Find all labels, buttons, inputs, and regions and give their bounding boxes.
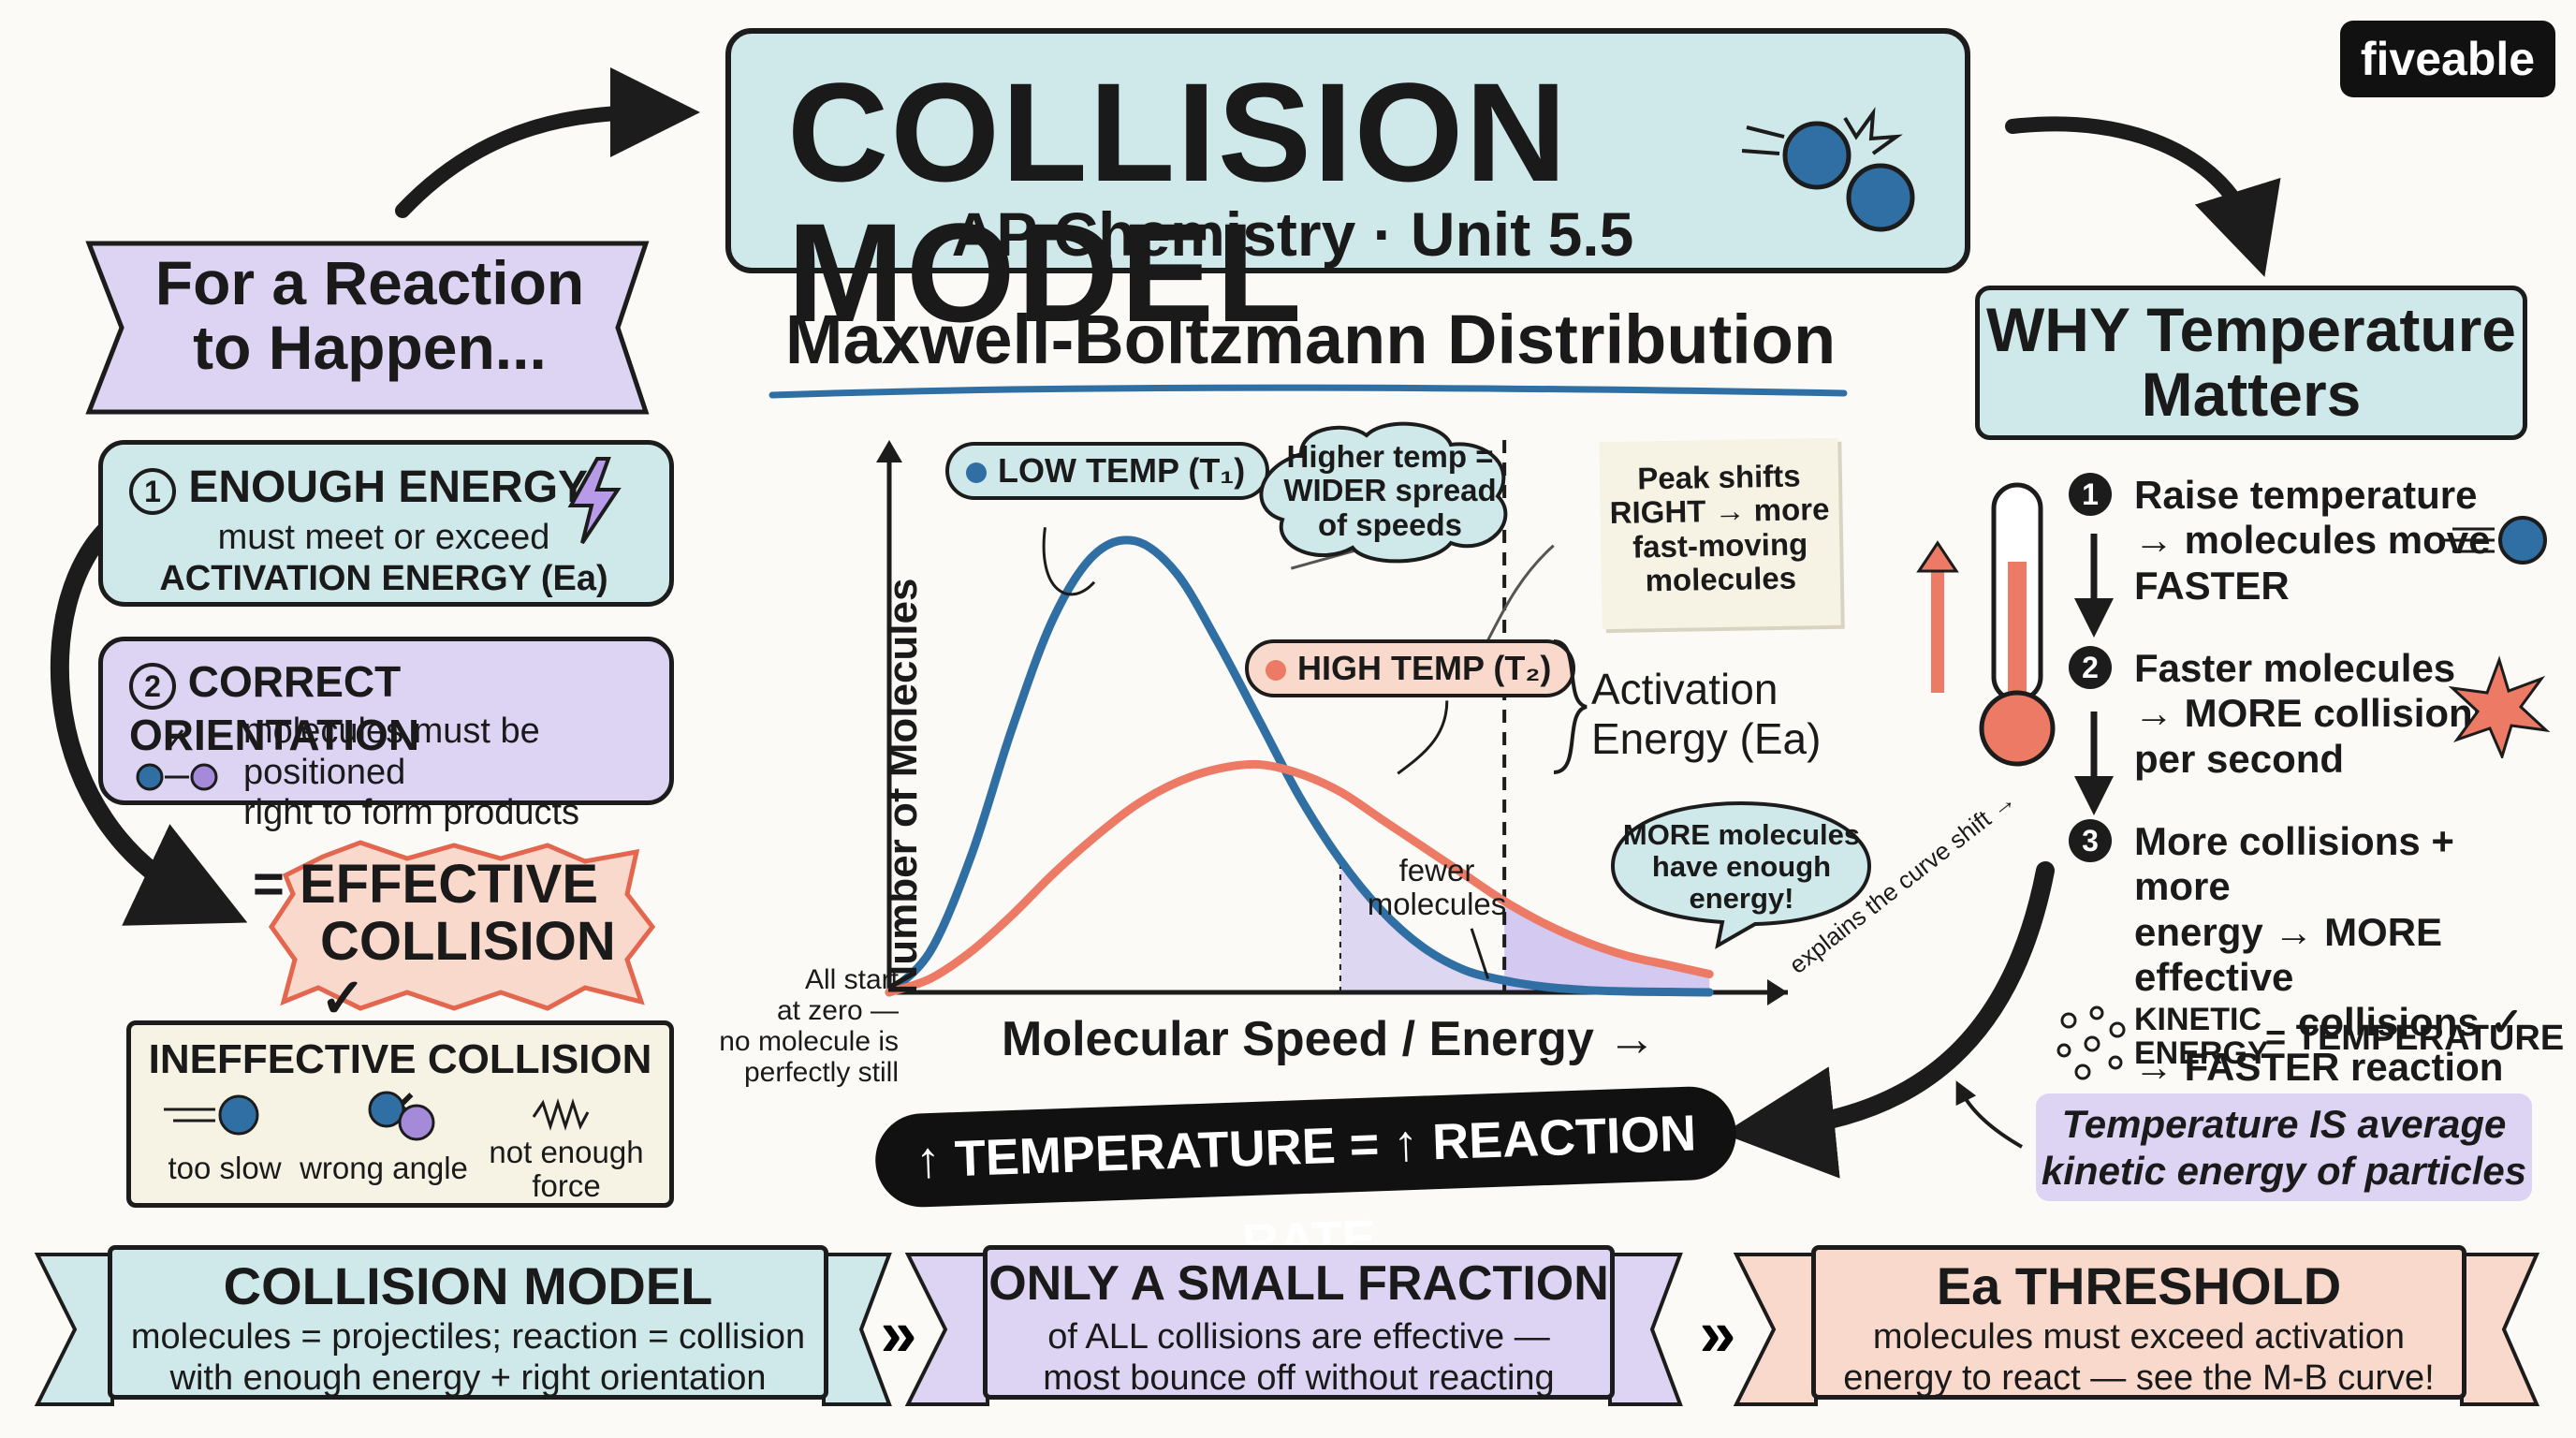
ineffective-not-enough-force: not enough force — [489, 1135, 644, 1204]
moving-molecule-icon — [2443, 516, 2547, 565]
summary-1-title: COLLISION MODEL — [223, 1256, 713, 1315]
lightning-icon — [567, 457, 622, 545]
req1-desc: must meet or exceed ACTIVATION ENERGY (Ea… — [159, 518, 608, 598]
summary-small-fraction: ONLY A SMALL FRACTION of ALL collisions … — [983, 1245, 1615, 1400]
start-at-zero-note: All start at zero — no molecule is perfect… — [719, 964, 899, 1088]
high-temp-leader — [1397, 700, 1449, 775]
cloud-callout — [1259, 421, 1508, 564]
why-temperature-title: WHY Temperature Matters — [1985, 295, 2517, 430]
shaded-region-low-temp — [1339, 859, 1710, 992]
more-molecules-text: MORE molecules have enough energy! — [1622, 818, 1861, 916]
left-banner-ribbon — [85, 241, 650, 415]
colliding-molecules-icon — [1742, 107, 1915, 232]
y-axis-arrowhead — [876, 440, 902, 462]
shaded-region-high-temp — [1504, 901, 1710, 992]
temperature-average-box: Temperature IS average kinetic energy of … — [2036, 1093, 2532, 1201]
requirement-orientation: 2 CORRECT ORIENTATION molecules must be … — [98, 637, 674, 832]
arrow-to-effective — [50, 515, 248, 926]
summary-2-text: of ALL collisions are effective — most bo… — [1043, 1317, 1555, 1398]
summary-1-text: molecules = projectiles; reaction = coll… — [130, 1317, 806, 1398]
summary-collision-model: COLLISION MODEL molecules = projectiles;… — [108, 1245, 828, 1400]
brand-logo: fiveable — [2340, 21, 2555, 97]
distribution-heading: Maxwell-Boltzmann Distribution — [784, 301, 1837, 378]
y-axis-label: Number of Molecules — [880, 578, 926, 995]
ineffective-too-slow: too slow — [168, 1151, 282, 1185]
arrow-to-why — [2005, 116, 2281, 277]
particles-icon — [2056, 1005, 2126, 1080]
equals-temperature: = TEMPERATURE — [2265, 1019, 2565, 1058]
req2-desc: molecules must be positioned right to for… — [243, 712, 580, 833]
title-box: COLLISION MODEL AP Chemistry · Unit 5.5 — [725, 28, 1970, 343]
req2-title: 2 CORRECT ORIENTATION — [129, 657, 420, 759]
ea-brace — [1553, 639, 1588, 774]
svg-text:»: » — [881, 1297, 917, 1370]
x-axis-label: Molecular Speed / Energy → — [1002, 1012, 1657, 1066]
ineffective-icons — [164, 1091, 590, 1141]
collision-burst-icon — [2448, 655, 2551, 758]
fewer-leader — [1470, 928, 1490, 979]
series-line-low-temp — [885, 536, 1714, 997]
tag-low-temp: LOW TEMP (T₁) — [945, 442, 1270, 500]
fewer-molecules: fewer molecules — [1367, 853, 1507, 922]
kinetic-energy-label: KINETIC ENERGY — [2134, 1002, 2269, 1071]
arrow-to-banner — [1722, 861, 2055, 1179]
tag-high-temp: HIGH TEMP (T₂) — [1245, 639, 1576, 697]
req1-title: 1 ENOUGH ENERGY — [129, 462, 588, 515]
effective-starburst — [268, 840, 656, 1011]
ineffective-collision-box: INEFFECTIVE COLLISION ✕ too slow wrong a… — [126, 1020, 674, 1208]
series-line-high-temp — [885, 759, 1714, 997]
why-temperature-box: WHY Temperature Matters — [1975, 286, 2527, 440]
note-peak-shifts: Peak shifts RIGHT → more fast-moving molec… — [1599, 437, 1841, 630]
left-banner-title: For a Reaction to Happen... — [154, 248, 585, 383]
maxwell-boltzmann-chart — [876, 440, 1788, 1005]
requirement-energy: 1 ENOUGH ENERGY must meet or exceed ACTIV… — [98, 440, 674, 607]
page-subtitle: AP Chemistry · Unit 5.5 — [951, 199, 1634, 269]
page-title: COLLISION MODEL — [787, 53, 1569, 351]
effective-collision-label: = EFFECTIVE COLLISION ✓ — [253, 854, 616, 1029]
ea-label: Activation Energy (Ea) — [1591, 665, 1822, 763]
cloud-text: Higher temp = WIDER spread of speeds — [1283, 439, 1497, 542]
x-axis-arrowhead — [1767, 979, 1788, 1005]
ineffective-wrong-angle: wrong angle — [300, 1151, 468, 1185]
heading-underline — [768, 384, 1848, 399]
more-molecules-bubble — [1610, 800, 1872, 949]
summary-3-title: Ea THRESHOLD — [1936, 1256, 2342, 1315]
thermometer-icon — [1916, 482, 2056, 767]
summary-2-title: ONLY A SMALL FRACTION — [988, 1256, 1609, 1311]
orientation-icon — [136, 729, 218, 791]
summary-ea-threshold: Ea THRESHOLD molecules must exceed activ… — [1811, 1245, 2466, 1400]
arrow-to-title — [395, 67, 700, 218]
svg-text:»: » — [1700, 1297, 1736, 1370]
summary-3-text: molecules must exceed activation energy t… — [1843, 1317, 2435, 1398]
low-temp-leader — [1042, 527, 1096, 596]
